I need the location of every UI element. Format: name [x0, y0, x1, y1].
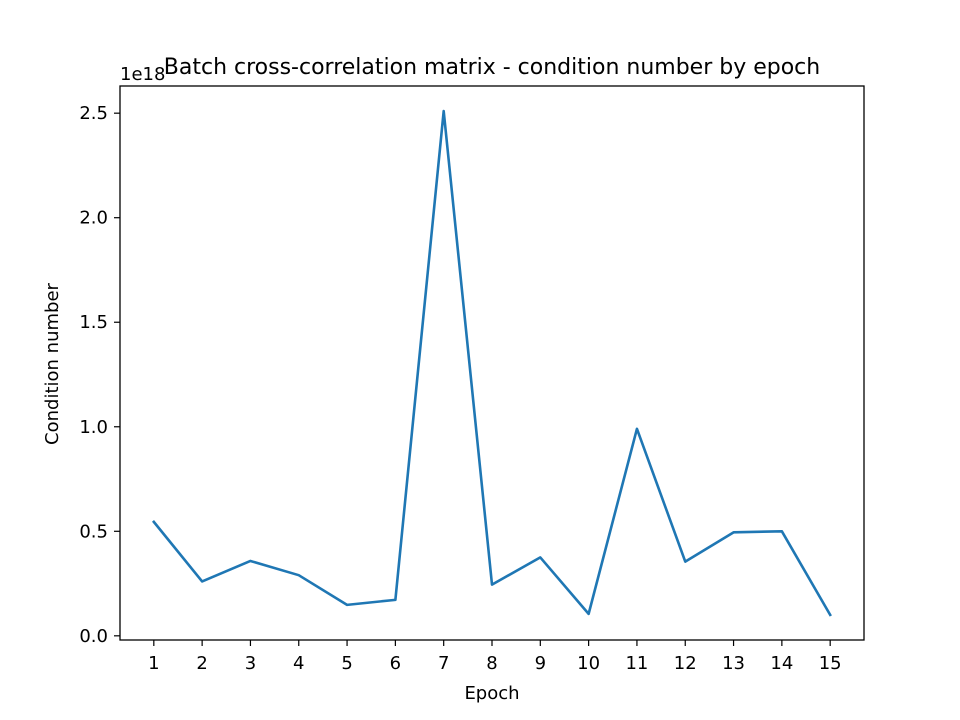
- y-tick-label: 2.0: [79, 208, 108, 229]
- x-tick-label: 6: [390, 653, 401, 674]
- x-tick-label: 3: [245, 653, 256, 674]
- x-tick-label: 14: [770, 653, 793, 674]
- chart-title: Batch cross-correlation matrix - conditi…: [164, 55, 820, 80]
- x-tick-label: 2: [196, 653, 207, 674]
- x-tick-label: 4: [293, 653, 304, 674]
- y-tick-label: 2.5: [79, 103, 108, 124]
- x-tick-label: 1: [148, 653, 159, 674]
- x-axis-label: Epoch: [464, 683, 519, 704]
- x-tick-label: 13: [722, 653, 745, 674]
- x-tick-label: 8: [486, 653, 497, 674]
- y-tick-label: 1.5: [79, 312, 108, 333]
- x-tick-label: 9: [535, 653, 546, 674]
- y-axis-label: Condition number: [42, 282, 63, 444]
- x-tick-label: 5: [341, 653, 352, 674]
- x-tick-label: 10: [577, 653, 600, 674]
- x-tick-label: 11: [625, 653, 648, 674]
- plot-frame: [119, 85, 865, 641]
- x-tick-label: 7: [438, 653, 449, 674]
- y-tick-label: 0.5: [79, 521, 108, 542]
- y-tick-label: 0.0: [79, 626, 108, 647]
- y-offset-text: 1e18: [120, 64, 165, 85]
- x-tick-label: 12: [674, 653, 697, 674]
- series-line: [151, 109, 832, 617]
- x-tick-label: 15: [819, 653, 842, 674]
- y-tick-label: 1.0: [79, 417, 108, 438]
